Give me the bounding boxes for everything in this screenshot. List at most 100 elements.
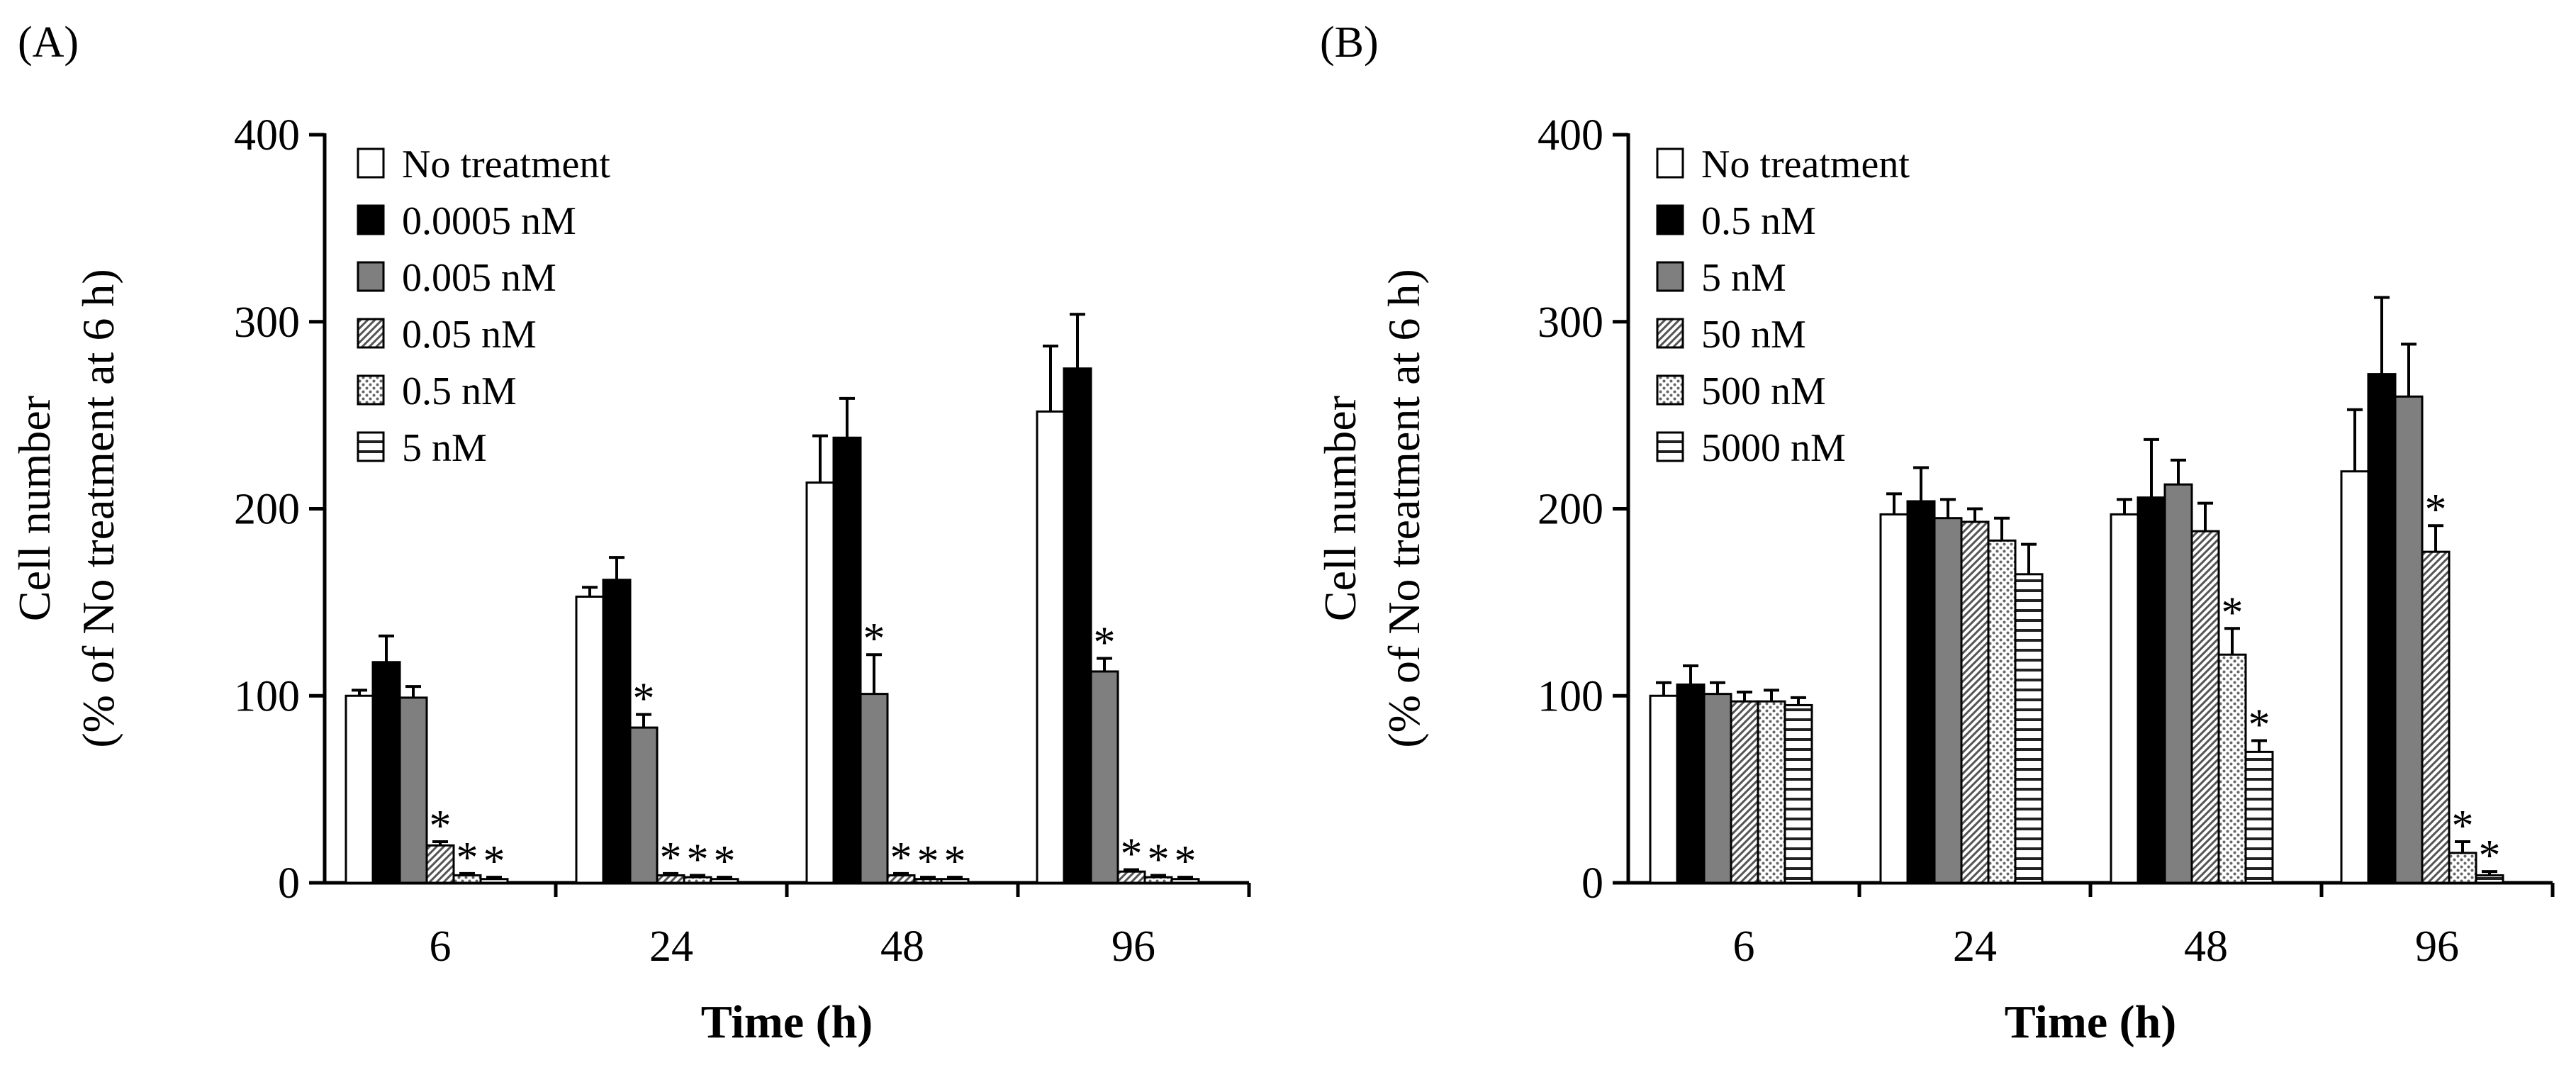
panel-b-significance-star: * bbox=[2452, 802, 2474, 850]
panel-b-bar bbox=[2014, 573, 2044, 884]
panel-a-significance-star: * bbox=[687, 835, 709, 884]
panel-b-legend-swatch bbox=[1656, 147, 1684, 179]
panel-a-y-tick-label: 0 bbox=[278, 859, 300, 908]
panel-a-bar bbox=[602, 579, 632, 884]
panel-b-x-tick-label: 96 bbox=[2415, 923, 2459, 971]
panel-a-bar bbox=[832, 436, 862, 884]
panel-a-y-tick-label: 300 bbox=[234, 299, 300, 347]
panel-a-significance-star: * bbox=[944, 837, 966, 886]
panel-b-bar bbox=[1676, 683, 1706, 884]
panel-b-x-axis-title: Time (h) bbox=[2005, 996, 2177, 1048]
panel-b-legend-label: 0.5 nM bbox=[1701, 199, 1816, 243]
panel-a-y-tick-label: 100 bbox=[234, 672, 300, 720]
panel-b-bar bbox=[2110, 513, 2139, 884]
panel-a-bar bbox=[345, 694, 374, 884]
panel-b-bar bbox=[2163, 483, 2193, 884]
panel-b-bar bbox=[2190, 530, 2220, 884]
panel-a-legend-label: 0.005 nM bbox=[402, 256, 556, 300]
panel-a-legend-swatch bbox=[357, 431, 385, 462]
panel-b-x-tick-label: 48 bbox=[2184, 923, 2228, 971]
panel-a-y-axis-title: Cell number bbox=[9, 396, 60, 621]
panel-b-legend-label: No treatment bbox=[1701, 143, 1910, 186]
panel-a-bar bbox=[629, 726, 659, 884]
panel-b-x-tick-label: 6 bbox=[1733, 923, 1755, 971]
panel-a-bar bbox=[1036, 410, 1065, 884]
panel-b-bar bbox=[1703, 693, 1732, 884]
panel-a-significance-star: * bbox=[917, 837, 939, 886]
panel-a-significance-star: * bbox=[714, 837, 736, 886]
panel-b-bar bbox=[2421, 550, 2451, 884]
panel-a-bar bbox=[371, 661, 401, 884]
panel-a-x-tick-label: 96 bbox=[1111, 923, 1155, 971]
panel-a-significance-star: * bbox=[483, 837, 505, 886]
panel-b-label: (B) bbox=[1320, 18, 1379, 67]
panel-a-significance-star: * bbox=[1148, 835, 1170, 884]
panel-b-y-tick-label: 300 bbox=[1538, 299, 1603, 347]
panel-b-bar bbox=[1649, 694, 1679, 884]
panel-a-significance-star: * bbox=[1121, 830, 1143, 879]
panel-b-y-tick-label: 100 bbox=[1538, 672, 1603, 720]
panel-b-legend-label: 5000 nM bbox=[1701, 426, 1846, 470]
panel-a-legend-label: 0.05 nM bbox=[402, 313, 537, 357]
panel-b-legend-label: 5 nM bbox=[1701, 256, 1786, 300]
panel-b-bar bbox=[1933, 517, 1963, 884]
panel-a-legend-swatch bbox=[357, 318, 385, 349]
panel-a-bar bbox=[805, 481, 835, 884]
panel-b-bar bbox=[2340, 470, 2370, 884]
panel-a-bar bbox=[425, 844, 455, 884]
panel-a-significance-star: * bbox=[890, 834, 912, 882]
panel-a-significance-star: * bbox=[1175, 837, 1197, 886]
panel-a-significance-star: * bbox=[863, 615, 885, 663]
panel-a-significance-star: * bbox=[430, 802, 452, 850]
panel-b-significance-star: * bbox=[2222, 589, 2244, 637]
panel-b-bar bbox=[2448, 852, 2477, 884]
panel-b-bar bbox=[2217, 653, 2247, 884]
panel-a-label: (A) bbox=[18, 18, 79, 67]
panel-b-bar bbox=[1757, 700, 1786, 884]
panel-a-significance-star: * bbox=[457, 834, 478, 882]
panel-b-bar bbox=[2244, 750, 2274, 884]
panel-a-bar bbox=[1090, 670, 1119, 884]
panel-b: (B) 0 100 200 300 400 6 24 48 96 Time (h) Cell num… bbox=[1315, 18, 2555, 1048]
panel-a-legend-label: 0.5 nM bbox=[402, 369, 517, 413]
panel-a-significance-star: * bbox=[660, 834, 682, 882]
panel-b-significance-star: * bbox=[2479, 832, 2501, 880]
panel-b-legend-swatch bbox=[1656, 204, 1684, 235]
panel-a-significance-star: * bbox=[633, 675, 655, 723]
panel-b-legend-swatch bbox=[1656, 318, 1684, 349]
panel-b-bar bbox=[1960, 520, 1990, 884]
panel-a-bar bbox=[398, 696, 428, 884]
panel-b-y-tick-label: 0 bbox=[1581, 859, 1603, 908]
panel-a-legend-swatch bbox=[357, 147, 385, 179]
panel-b-legend-swatch bbox=[1656, 374, 1684, 406]
panel-a-legend-swatch bbox=[357, 204, 385, 235]
panel-a-x-axis-title: Time (h) bbox=[701, 996, 873, 1048]
panel-b-y-axis-title: Cell number bbox=[1315, 396, 1365, 621]
panel-b-x-tick-label: 24 bbox=[1953, 923, 1997, 971]
panel-b-bar bbox=[2394, 395, 2424, 884]
panel-b-legend-swatch bbox=[1656, 431, 1684, 462]
panel-b-bar bbox=[1730, 700, 1759, 884]
panel-a-y-axis-subtitle: (% of No treatment at 6 h) bbox=[73, 269, 123, 747]
panel-b-bar bbox=[1906, 500, 1936, 884]
panel-a-legend-swatch bbox=[357, 374, 385, 406]
panel-b-bar bbox=[1879, 513, 1909, 884]
panel-b-bar bbox=[1987, 539, 2017, 884]
panel-b-y-tick-label: 400 bbox=[1538, 111, 1603, 160]
panel-b-bar bbox=[2137, 496, 2166, 884]
panel-b-legend-swatch bbox=[1656, 261, 1684, 292]
panel-b-legend-label: 500 nM bbox=[1701, 369, 1826, 413]
panel-b-y-axis-subtitle: (% of No treatment at 6 h) bbox=[1379, 269, 1429, 747]
panel-b-significance-star: * bbox=[2249, 701, 2270, 749]
panel-a: (A) 0 100 200 300 400 6 24 48 96 Time (h) Cell num… bbox=[9, 18, 1251, 1048]
panel-a-y-tick-label: 200 bbox=[234, 486, 300, 534]
panel-a-significance-star: * bbox=[1094, 619, 1116, 667]
panel-a-bar bbox=[859, 693, 889, 884]
panel-a-bar bbox=[575, 595, 605, 884]
panel-a-x-tick-label: 6 bbox=[430, 923, 452, 971]
panel-a-x-tick-label: 48 bbox=[880, 923, 924, 971]
panel-a-y-tick-label: 400 bbox=[234, 111, 300, 160]
panel-b-significance-star: * bbox=[2425, 486, 2447, 534]
panel-a-legend-label: 5 nM bbox=[402, 426, 487, 470]
